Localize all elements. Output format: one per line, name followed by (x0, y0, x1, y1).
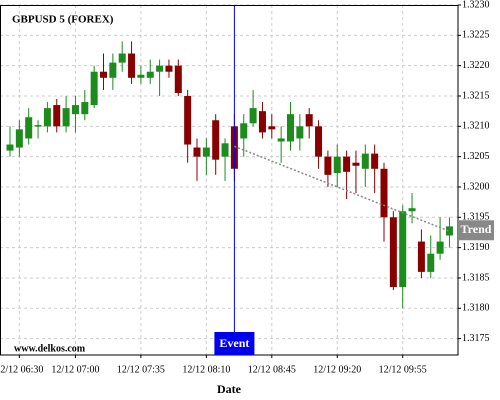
event-box (214, 332, 255, 355)
candle-body (43, 108, 51, 127)
candle-body (53, 105, 61, 127)
candle-body (100, 71, 107, 78)
candle-body (408, 208, 416, 212)
candle-body (324, 156, 332, 175)
candle-body (343, 156, 351, 172)
x-axis-label: Date (217, 382, 242, 396)
candle-body (109, 62, 117, 78)
candle-body (193, 147, 201, 157)
candle-body (333, 156, 341, 174)
trend-label: Trend (461, 222, 492, 236)
candle-body (305, 114, 313, 127)
candle-body (352, 162, 360, 166)
candle-body (15, 129, 23, 148)
candle-body (296, 126, 304, 139)
plot-area (0, 5, 458, 355)
candle-body (287, 114, 294, 142)
candle-body (371, 153, 379, 169)
y-tick-label: 1.3220 (462, 60, 490, 71)
watermark: www.delkos.com (14, 343, 86, 354)
candle-body (380, 168, 388, 218)
y-tick-label: 1.3230 (462, 0, 490, 10)
y-tick-label: 1.3200 (462, 181, 490, 192)
candle-body (25, 117, 33, 139)
candle-body (81, 102, 89, 115)
x-tick-label: 12/12 07:35 (117, 364, 165, 375)
candle-body (417, 241, 425, 272)
chart-title: GBPUSD 5 (FOREX) (12, 14, 114, 26)
y-tick-label: 1.3225 (462, 30, 490, 41)
y-tick-label: 1.3190 (462, 242, 490, 253)
candle-body (445, 226, 453, 236)
candle-body (315, 126, 323, 157)
candle-body (156, 65, 164, 72)
candle-body (146, 71, 154, 78)
trend-box (458, 220, 494, 241)
event-label: Event (219, 336, 249, 350)
y-tick-label: 1.3175 (462, 333, 490, 344)
candle-body (212, 120, 220, 160)
candle-body (165, 65, 173, 72)
candle-body (240, 123, 248, 139)
candle-body (277, 138, 285, 142)
candle-body (258, 111, 266, 133)
candle-body (34, 125, 42, 127)
candle-body (202, 147, 210, 157)
candle-body (128, 53, 136, 78)
y-tick-label: 1.3210 (462, 121, 490, 132)
candle-body (62, 108, 70, 127)
y-tick-label: 1.3180 (462, 303, 490, 314)
candle-body (118, 53, 126, 63)
candle-body (137, 74, 145, 78)
candle-body (249, 108, 257, 124)
candle-body (427, 253, 435, 272)
y-tick-label: 1.3205 (462, 151, 490, 162)
candle-body (221, 143, 229, 157)
x-tick-label: 12/12 09:55 (379, 364, 427, 375)
x-tick-label: 12/12 09:20 (313, 364, 361, 375)
candle-body (389, 217, 397, 288)
y-tick-label: 1.3185 (462, 272, 490, 283)
x-tick-label: 12/12 06:30 (0, 364, 43, 375)
candle-body (90, 71, 98, 106)
candle-body (268, 126, 276, 130)
candle-body (71, 105, 79, 115)
x-tick-label: 12/12 07:00 (51, 364, 99, 375)
candle-body (184, 95, 192, 145)
x-tick-label: 12/12 08:45 (248, 364, 296, 375)
candle-body (399, 211, 407, 288)
candle-body (6, 144, 14, 151)
candle-body (174, 65, 182, 93)
x-tick-label: 12/12 08:10 (182, 364, 230, 375)
candle-body (361, 153, 369, 169)
trend-line (234, 145, 450, 232)
candle-body (436, 241, 444, 254)
y-tick-label: 1.3195 (462, 212, 490, 223)
y-tick-label: 1.3215 (462, 90, 490, 101)
